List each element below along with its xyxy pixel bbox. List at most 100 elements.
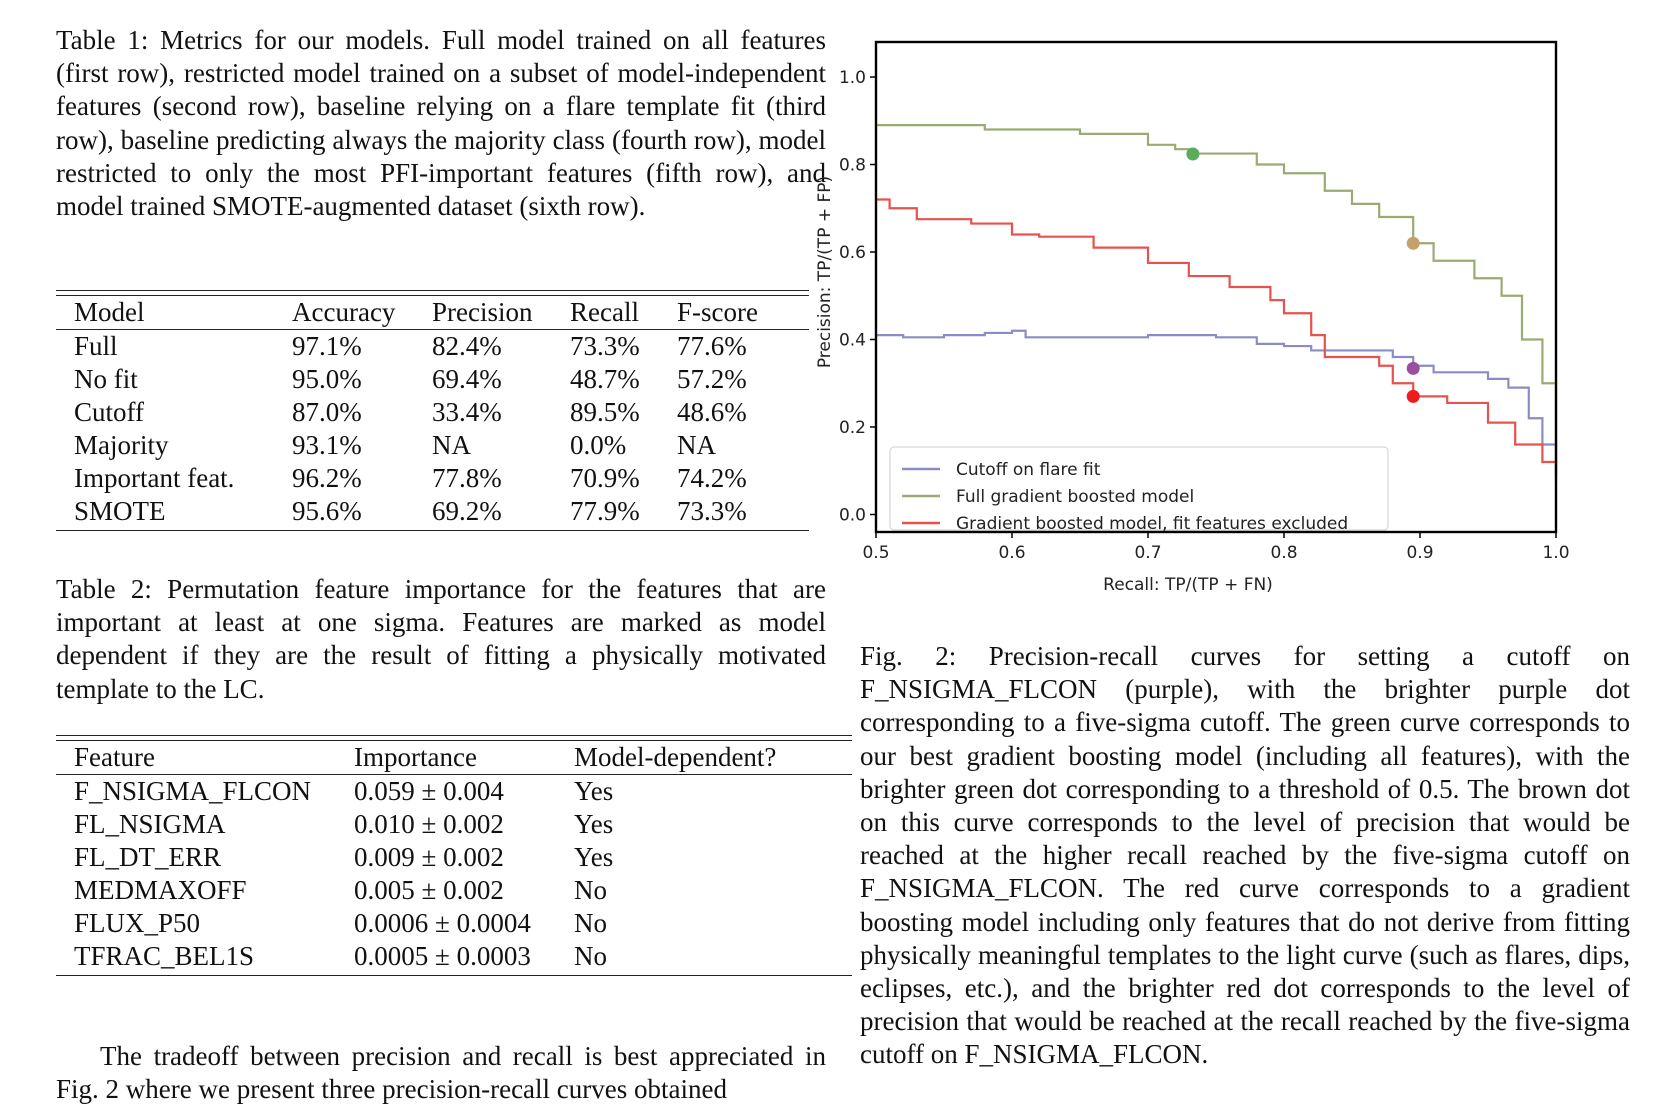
y-tick-label: 0.6 — [839, 243, 866, 263]
table-cell: 69.4% — [432, 364, 502, 394]
table-cell: F_NSIGMA_FLCON — [74, 776, 312, 806]
table1-header: F-score — [659, 296, 809, 330]
table-cell: 89.5% — [570, 397, 640, 427]
x-tick-label: 0.6 — [998, 543, 1025, 563]
table-cell: FL_DT_ERR — [74, 842, 222, 872]
body-paragraph: The tradeoff between precision and recal… — [56, 1041, 826, 1104]
x-tick-label: 0.5 — [862, 543, 889, 563]
table2-header: Model-dependent? — [556, 741, 852, 775]
chart-markers-group — [1186, 147, 1420, 403]
x-axis-label: Recall: TP/(TP + FN) — [1103, 575, 1273, 595]
table-cell: 77.6% — [677, 331, 747, 361]
series-line-2 — [876, 198, 1558, 476]
legend-label: Full gradient boosted model — [956, 487, 1194, 507]
x-ticks: 0.5 0.6 0.7 0.8 0.9 1.0 — [862, 532, 1570, 563]
table-cell: 77.9% — [552, 495, 659, 531]
table-cell: NA — [677, 430, 716, 460]
table-cell: NA — [432, 430, 471, 460]
y-tick-label: 0.4 — [839, 331, 866, 351]
table1-row: Cutoff 87.0% 33.4% 89.5% 48.6% — [56, 396, 809, 429]
table-cell: 93.1% — [292, 430, 362, 460]
table-cell: 70.9% — [570, 463, 640, 493]
table1-row: No fit 95.0% 69.4% 48.7% 57.2% — [56, 363, 809, 396]
table2-header: Feature — [56, 741, 336, 775]
table2: Feature Importance Model-dependent? F_NS… — [56, 735, 852, 976]
table-cell: 95.0% — [292, 364, 362, 394]
table2-toprule — [56, 735, 852, 741]
table-cell: 69.2% — [414, 495, 552, 531]
table-cell: Yes — [574, 776, 614, 806]
marker-five-sigma-recall-on-full — [1406, 236, 1420, 250]
table-cell: No — [574, 908, 607, 938]
series-line-1 — [876, 124, 1558, 484]
table-cell: MEDMAXOFF — [74, 875, 247, 905]
table-cell: FLUX_P50 — [74, 908, 201, 938]
table-cell: 33.4% — [432, 397, 502, 427]
table2-row: FL_NSIGMA 0.010 ± 0.002 Yes — [56, 808, 852, 841]
table1-row: SMOTE 95.6% 69.2% 77.9% 73.3% — [56, 495, 809, 531]
table-cell: Majority — [74, 430, 169, 460]
table-cell: Full — [74, 331, 118, 361]
table-cell: 73.3% — [659, 495, 809, 531]
table2-row: F_NSIGMA_FLCON 0.059 ± 0.004 Yes — [56, 775, 852, 809]
table-cell: 0.010 ± 0.002 — [354, 809, 504, 839]
table1-header-row: Model Accuracy Precision Recall F-score — [56, 296, 809, 330]
table-cell: Yes — [574, 842, 614, 872]
table-cell: No — [556, 940, 852, 976]
table1-header: Model — [56, 296, 274, 330]
table-cell: 0.0% — [570, 430, 627, 460]
table-cell: TFRAC_BEL1S — [56, 940, 336, 976]
table-cell: 48.6% — [677, 397, 747, 427]
x-tick-label: 0.7 — [1134, 543, 1161, 563]
y-tick-label: 0.8 — [839, 156, 866, 176]
legend-box — [889, 446, 1389, 531]
table1-caption: Table 1: Metrics for our models. Full mo… — [56, 25, 826, 222]
table-cell: SMOTE — [56, 495, 274, 531]
table2-row: TFRAC_BEL1S 0.0005 ± 0.0003 No — [56, 940, 852, 976]
table-cell: 87.0% — [292, 397, 362, 427]
table-cell: 96.2% — [292, 463, 362, 493]
table1-toprule — [56, 290, 809, 296]
table-cell: 0.059 ± 0.004 — [354, 776, 504, 806]
figure2-caption: Fig. 2: Precision-recall curves for sett… — [860, 641, 1630, 1070]
feature-importance-table: Feature Importance Model-dependent? F_NS… — [56, 741, 852, 976]
table1-header: Accuracy — [274, 296, 414, 330]
y-ticks: 0.0 0.2 0.4 0.6 0.8 1.0 — [839, 68, 876, 526]
metrics-table: Model Accuracy Precision Recall F-score … — [56, 296, 809, 531]
table1-header: Precision — [414, 296, 552, 330]
table-cell: 82.4% — [432, 331, 502, 361]
table-cell: No fit — [74, 364, 138, 394]
y-tick-label: 0.2 — [839, 418, 866, 438]
table2-header-row: Feature Importance Model-dependent? — [56, 741, 852, 775]
chart-series-group — [876, 124, 1558, 484]
table2-row: FL_DT_ERR 0.009 ± 0.002 Yes — [56, 841, 852, 874]
y-axis-label: Precision: TP/(TP + FP) — [815, 176, 835, 368]
table1: Model Accuracy Precision Recall F-score … — [56, 290, 809, 531]
table2-caption: Table 2: Permutation feature importance … — [56, 574, 826, 704]
chart-legend: Cutoff on flare fit Full gradient boosted… — [889, 446, 1389, 534]
table1-row: Important feat. 96.2% 77.8% 70.9% 74.2% — [56, 462, 809, 495]
table2-row: FLUX_P50 0.0006 ± 0.0004 No — [56, 907, 852, 940]
marker-five-sigma-cutoff — [1406, 361, 1420, 375]
table-cell: Cutoff — [74, 397, 145, 427]
table-cell: 57.2% — [677, 364, 747, 394]
plot-frame — [874, 40, 1558, 534]
legend-label: Gradient boosted model, fit features exc… — [956, 514, 1348, 534]
legend-label: Cutoff on flare fit — [956, 460, 1101, 480]
table-cell: 74.2% — [677, 463, 747, 493]
table-cell: No — [574, 875, 607, 905]
x-tick-label: 1.0 — [1542, 543, 1569, 563]
table1-row: Full 97.1% 82.4% 73.3% 77.6% — [56, 330, 809, 364]
table-cell: Important feat. — [74, 463, 235, 493]
series-line-0 — [876, 329, 1558, 471]
table2-row: MEDMAXOFF 0.005 ± 0.002 No — [56, 874, 852, 907]
table-cell: 48.7% — [570, 364, 640, 394]
y-tick-label: 0.0 — [839, 506, 866, 526]
y-tick-label: 1.0 — [839, 68, 866, 88]
table1-header: Recall — [552, 296, 659, 330]
table1-row: Majority 93.1% NA 0.0% NA — [56, 429, 809, 462]
table-cell: 73.3% — [570, 331, 640, 361]
table2-header: Importance — [336, 741, 556, 775]
table-cell: FL_NSIGMA — [74, 809, 226, 839]
table-cell: 0.009 ± 0.002 — [354, 842, 504, 872]
